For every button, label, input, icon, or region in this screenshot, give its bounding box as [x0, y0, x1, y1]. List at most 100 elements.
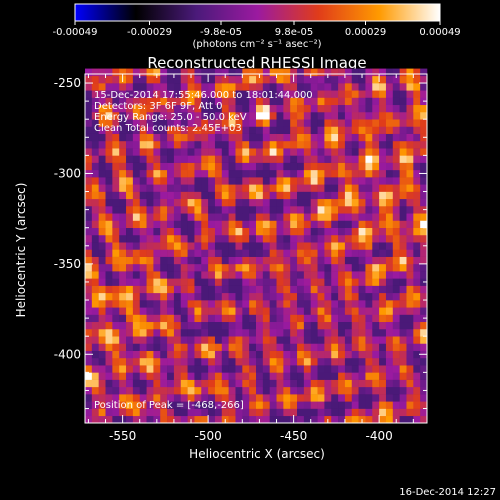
heatmap-cell [303, 213, 312, 221]
heatmap-cell [167, 126, 175, 134]
heatmap-cell [221, 83, 229, 91]
heatmap-cell [91, 328, 99, 337]
heatmap-cell [269, 133, 277, 142]
heatmap-cell [324, 90, 332, 98]
heatmap-cell [276, 220, 284, 228]
heatmap-cell [119, 336, 127, 344]
heatmap-cell [276, 155, 284, 163]
heatmap-cell [297, 75, 305, 84]
heatmap-cell [132, 220, 141, 228]
heatmap-cell [214, 285, 223, 294]
heatmap-cell [119, 285, 127, 294]
heatmap-cell [406, 177, 414, 185]
heatmap-cell [358, 292, 366, 301]
heatmap-cell [242, 140, 250, 149]
heatmap-cell [290, 278, 298, 286]
heatmap-cell [365, 357, 373, 366]
heatmap-cell [399, 292, 407, 301]
heatmap-cell [160, 408, 168, 417]
heatmap-cell [153, 126, 161, 134]
heatmap-cell [112, 271, 120, 279]
heatmap-cell [249, 155, 257, 163]
heatmap-cell [214, 148, 223, 156]
heatmap-cell [249, 278, 257, 286]
heatmap-cell [180, 321, 188, 330]
heatmap-cell [269, 343, 277, 351]
heatmap-cell [310, 155, 318, 163]
heatmap-cell [228, 343, 236, 351]
heatmap-cell [91, 386, 99, 395]
heatmap-cell [119, 263, 127, 272]
heatmap-cell [290, 372, 298, 380]
heatmap-cell [167, 213, 175, 221]
heatmap-cell [399, 111, 407, 120]
heatmap-cell [180, 314, 188, 323]
heatmap-cell [173, 119, 182, 127]
heatmap-cell [256, 119, 264, 127]
heatmap-cell [194, 148, 202, 156]
heatmap-cell [132, 401, 141, 409]
heatmap-cell [358, 97, 366, 106]
heatmap-cell [214, 263, 223, 272]
heatmap-cell [112, 97, 120, 106]
heatmap-cell [119, 177, 127, 185]
heatmap-cell [112, 75, 120, 84]
heatmap-cell [105, 394, 113, 402]
heatmap-cell [208, 415, 216, 424]
heatmap-cell [324, 234, 332, 243]
heatmap-cell [351, 206, 359, 214]
heatmap-cell [201, 68, 209, 77]
heatmap-cell [283, 350, 291, 359]
heatmap-cell [290, 220, 298, 228]
heatmap-cell [283, 126, 291, 134]
heatmap-cell [392, 401, 400, 409]
heatmap-cell [242, 314, 250, 323]
heatmap-cell [256, 234, 264, 243]
heatmap-cell [262, 256, 270, 265]
heatmap-cell [372, 177, 380, 185]
heatmap-cell [344, 119, 353, 127]
heatmap-cell [242, 83, 250, 91]
heatmap-cell [256, 75, 264, 84]
heatmap-cell [126, 184, 134, 192]
heatmap-cell [153, 155, 161, 163]
heatmap-cell [187, 350, 195, 359]
heatmap-cell [351, 249, 359, 257]
heatmap-cell [167, 184, 175, 192]
heatmap-cell [235, 292, 243, 301]
heatmap-cell [344, 249, 353, 257]
heatmap-cell [153, 104, 161, 113]
heatmap-cell [324, 271, 332, 279]
heatmap-cell [324, 401, 332, 409]
heatmap-cell [235, 90, 243, 98]
heatmap-cell [290, 328, 298, 337]
heatmap-cell [269, 242, 277, 250]
heatmap-cell [317, 379, 325, 388]
heatmap-cell [297, 191, 305, 200]
heatmap-cell [262, 249, 270, 257]
heatmap-cell [379, 234, 387, 243]
heatmap-cell [208, 140, 216, 149]
heatmap-cell [208, 350, 216, 359]
heatmap-cell [126, 111, 134, 120]
heatmap-cell [344, 191, 353, 200]
heatmap-cell [132, 271, 141, 279]
heatmap-cell [132, 191, 141, 200]
heatmap-cell [379, 227, 387, 236]
heatmap-cell [420, 119, 428, 127]
heatmap-cell [256, 365, 264, 373]
heatmap-cell [242, 97, 250, 106]
heatmap-cell [290, 357, 298, 366]
heatmap-cell [173, 140, 182, 149]
heatmap-cell [249, 119, 257, 127]
heatmap-cell [221, 75, 229, 84]
heatmap-cell [208, 263, 216, 272]
heatmap-cell [269, 111, 277, 120]
heatmap-cell [262, 227, 270, 236]
heatmap-cell [276, 177, 284, 185]
heatmap-cell [358, 220, 366, 228]
heatmap-cell [91, 198, 99, 207]
heatmap-cell [160, 162, 168, 171]
heatmap-cell [98, 350, 106, 359]
heatmap-cell [344, 365, 353, 373]
